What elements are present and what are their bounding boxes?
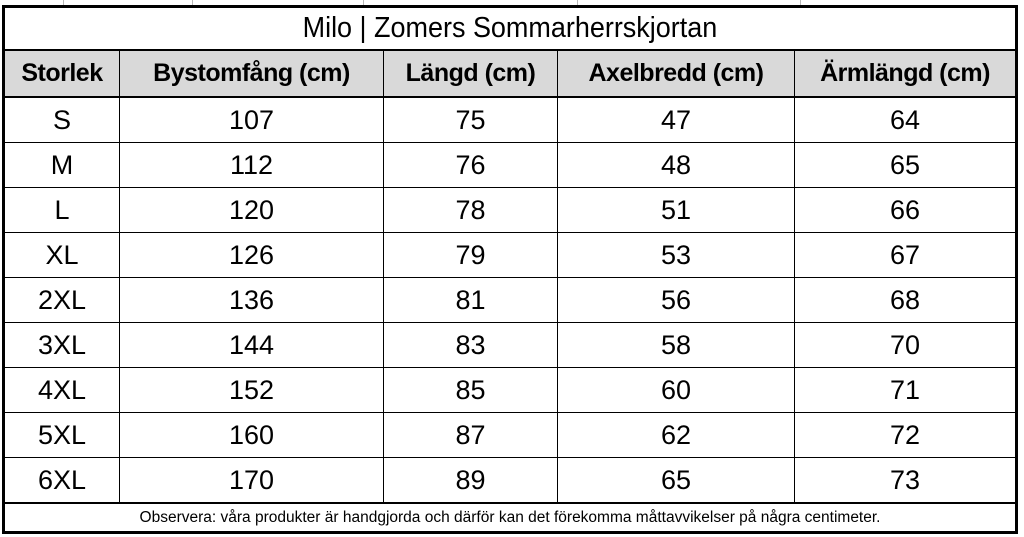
measurement-cell: 58 — [557, 322, 795, 368]
col-header-langd: Längd (cm) — [383, 49, 558, 98]
measurement-cell: 65 — [793, 142, 1018, 188]
measurement-cell: 68 — [793, 277, 1018, 323]
table-title: Milo | Zomers Sommarherrskjortan — [2, 6, 1018, 51]
size-table-body: S 107 75 47 64 M 112 76 48 65 L 120 78 51 66 XL 126 79 53 6… — [3, 96, 1018, 504]
col-header-armlangd: Ärmlängd (cm) — [793, 49, 1018, 98]
measurement-cell: 70 — [793, 322, 1018, 368]
table-header-row: Storlek Bystomfång (cm) Längd (cm) Axelb… — [3, 49, 1018, 98]
measurement-cell: 48 — [557, 142, 795, 188]
table-row: S 107 75 47 64 — [3, 96, 1018, 143]
measurement-cell: 75 — [383, 96, 558, 143]
measurement-cell: 144 — [119, 322, 384, 368]
size-label-cell: 2XL — [3, 277, 120, 323]
gridline-tick — [192, 0, 193, 5]
measurement-cell: 67 — [793, 232, 1018, 278]
measurement-cell: 126 — [119, 232, 384, 278]
measurement-cell: 53 — [557, 232, 795, 278]
table-row: M 112 76 48 65 — [3, 142, 1018, 188]
table-title-text: Milo | Zomers Sommarherrskjortan — [302, 12, 718, 44]
table-row: L 120 78 51 66 — [3, 187, 1018, 233]
measurement-cell: 51 — [557, 187, 795, 233]
measurement-cell: 107 — [119, 96, 384, 143]
measurement-cell: 76 — [383, 142, 558, 188]
measurement-cell: 152 — [119, 367, 384, 413]
measurement-cell: 136 — [119, 277, 384, 323]
measurement-cell: 60 — [557, 367, 795, 413]
size-label-cell: 4XL — [3, 367, 120, 413]
size-table: Milo | Zomers Sommarherrskjortan Storlek… — [2, 5, 1019, 534]
measurement-cell: 47 — [557, 96, 795, 143]
table-footnote-row: Observera: våra produkter är handgjorda … — [2, 502, 1018, 533]
gridline-tick — [363, 0, 364, 5]
size-label-cell: L — [3, 187, 120, 233]
measurement-cell: 120 — [119, 187, 384, 233]
measurement-cell: 89 — [383, 457, 558, 504]
measurement-cell: 62 — [557, 412, 795, 458]
measurement-cell: 73 — [793, 457, 1018, 504]
measurement-cell: 83 — [383, 322, 558, 368]
measurement-cell: 160 — [119, 412, 384, 458]
size-label-cell: XL — [3, 232, 120, 278]
size-label-cell: 3XL — [3, 322, 120, 368]
gridline-tick — [800, 0, 801, 5]
measurement-cell: 66 — [793, 187, 1018, 233]
measurement-cell: 112 — [119, 142, 384, 188]
table-row: XL 126 79 53 67 — [3, 232, 1018, 278]
table-row: 3XL 144 83 58 70 — [3, 322, 1018, 368]
size-label-cell: M — [3, 142, 120, 188]
measurement-cell: 170 — [119, 457, 384, 504]
col-header-axelbredd: Axelbredd (cm) — [557, 49, 795, 98]
measurement-cell: 78 — [383, 187, 558, 233]
size-label-cell: 6XL — [3, 457, 120, 504]
measurement-cell: 72 — [793, 412, 1018, 458]
table-row: 5XL 160 87 62 72 — [3, 412, 1018, 458]
table-row: 4XL 152 85 60 71 — [3, 367, 1018, 413]
size-label-cell: S — [3, 96, 120, 143]
measurement-cell: 79 — [383, 232, 558, 278]
measurement-cell: 81 — [383, 277, 558, 323]
measurement-cell: 87 — [383, 412, 558, 458]
size-label-cell: 5XL — [3, 412, 120, 458]
gridline-tick — [63, 0, 64, 5]
table-row: 6XL 170 89 65 73 — [3, 457, 1018, 504]
measurement-cell: 71 — [793, 367, 1018, 413]
col-header-storlek: Storlek — [3, 49, 120, 98]
measurement-cell: 56 — [557, 277, 795, 323]
table-footnote: Observera: våra produkter är handgjorda … — [2, 502, 1018, 533]
measurement-cell: 64 — [793, 96, 1018, 143]
gridline-tick — [577, 0, 578, 5]
table-row: 2XL 136 81 56 68 — [3, 277, 1018, 323]
col-header-bystomfang: Bystomfång (cm) — [119, 49, 384, 98]
table-title-row: Milo | Zomers Sommarherrskjortan — [2, 6, 1018, 51]
measurement-cell: 85 — [383, 367, 558, 413]
measurement-cell: 65 — [557, 457, 795, 504]
